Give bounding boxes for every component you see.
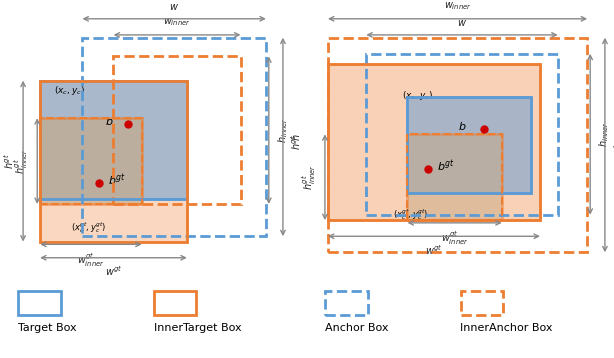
Bar (328, 38, 587, 252)
Bar (40, 118, 142, 204)
Bar (328, 64, 540, 220)
Bar (328, 64, 540, 220)
Bar (325, 291, 368, 315)
Bar (40, 118, 142, 204)
Text: $b$: $b$ (457, 120, 466, 132)
Bar (40, 81, 187, 242)
Text: $(x_c^{gt}, y_c^{gt})$: $(x_c^{gt}, y_c^{gt})$ (393, 207, 428, 222)
Text: $h$: $h$ (290, 133, 302, 141)
Bar (408, 134, 502, 220)
Bar (82, 38, 266, 236)
Text: $h_{inner}$: $h_{inner}$ (276, 117, 290, 143)
Text: $w^{gt}$: $w^{gt}$ (104, 265, 122, 278)
Text: $w^{gt}$: $w^{gt}$ (425, 243, 443, 257)
Text: $b^{gt}$: $b^{gt}$ (437, 159, 455, 174)
Bar (408, 134, 502, 220)
Text: InnerTarget Box: InnerTarget Box (154, 323, 241, 333)
Text: $(x_c, y_c)$: $(x_c, y_c)$ (54, 84, 85, 97)
Text: $h$: $h$ (612, 141, 614, 149)
Bar (40, 81, 187, 242)
Text: $h^{gt}$: $h^{gt}$ (2, 153, 16, 169)
Text: $b^{gt}$: $b^{gt}$ (108, 172, 126, 188)
Text: $b$: $b$ (105, 115, 114, 127)
Text: $w_{inner}$: $w_{inner}$ (444, 0, 472, 12)
Bar (114, 56, 241, 204)
Text: $w$: $w$ (457, 18, 467, 28)
Text: $h^{gt}$: $h^{gt}$ (289, 134, 303, 150)
Text: $h^{gt}_{inner}$: $h^{gt}_{inner}$ (12, 148, 30, 174)
Bar (154, 291, 196, 315)
Text: $w_{inner}$: $w_{inner}$ (163, 16, 191, 28)
Bar (40, 81, 187, 199)
Text: $w$: $w$ (169, 2, 179, 12)
Bar (18, 291, 61, 315)
Bar (40, 81, 187, 199)
Text: $w^{gt}_{inner}$: $w^{gt}_{inner}$ (77, 251, 105, 269)
Bar (408, 97, 531, 193)
Bar (460, 291, 503, 315)
Text: Anchor Box: Anchor Box (325, 323, 389, 333)
Text: $(x_c, y_c)$: $(x_c, y_c)$ (402, 89, 432, 102)
Text: InnerAnchor Box: InnerAnchor Box (460, 323, 553, 333)
Text: $h_{inner}$: $h_{inner}$ (597, 121, 612, 147)
Bar (366, 54, 558, 215)
Text: $(x_c^{gt}, y_c^{gt})$: $(x_c^{gt}, y_c^{gt})$ (71, 220, 106, 235)
Text: Target Box: Target Box (18, 323, 77, 333)
Bar (408, 97, 531, 193)
Text: $h^{gt}_{inner}$: $h^{gt}_{inner}$ (300, 164, 317, 190)
Text: $w^{gt}_{inner}$: $w^{gt}_{inner}$ (441, 229, 468, 247)
